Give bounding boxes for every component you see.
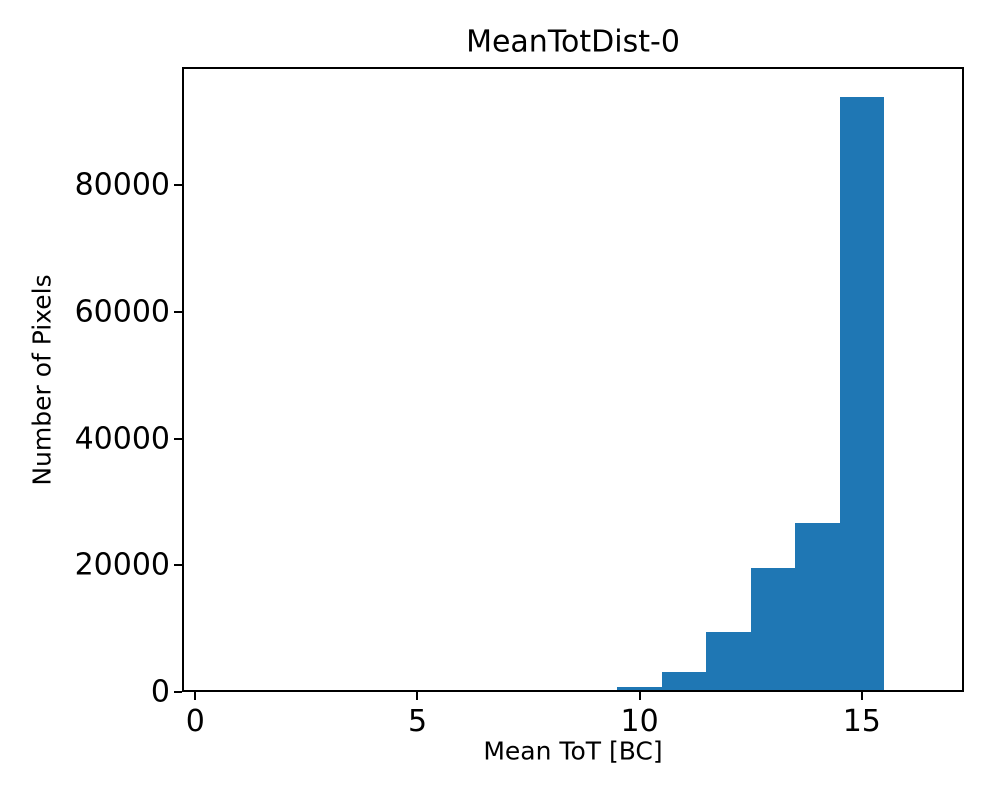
histogram-bar (706, 632, 751, 692)
histogram-bar (750, 567, 796, 692)
y-tick-label: 0 (150, 674, 170, 710)
y-tick-mark (174, 311, 182, 314)
histogram-bar (617, 686, 662, 692)
histogram-bar (795, 522, 840, 692)
y-tick-mark (174, 691, 182, 693)
y-tick-label: 60000 (74, 294, 170, 330)
plot-area: 0 5 10 15 0 20000 40000 60000 80000 (75, 67, 964, 739)
histogram-bar (573, 689, 618, 692)
histogram-bar (839, 96, 884, 692)
y-tick-label: 20000 (74, 547, 170, 583)
x-tick-mark (860, 692, 863, 700)
x-tick-mark (194, 692, 197, 700)
chart-title: MeanTotDist-0 (466, 24, 680, 60)
x-tick-label: 15 (842, 704, 881, 739)
y-tick-mark (174, 564, 182, 567)
x-tick-label: 0 (185, 704, 205, 739)
y-tick-label: 80000 (74, 167, 170, 203)
histogram-bar (661, 671, 707, 692)
x-tick-label: 10 (620, 704, 659, 739)
y-axis-label: Number of Pixels (27, 274, 57, 486)
x-tick-mark (416, 692, 419, 700)
y-tick-mark (174, 437, 182, 440)
x-tick-mark (638, 692, 641, 700)
x-axis-label: Mean ToT [BC] (483, 736, 663, 766)
y-tick-mark (174, 184, 182, 187)
y-tick-label: 40000 (74, 421, 170, 457)
x-tick-label: 5 (407, 704, 428, 739)
